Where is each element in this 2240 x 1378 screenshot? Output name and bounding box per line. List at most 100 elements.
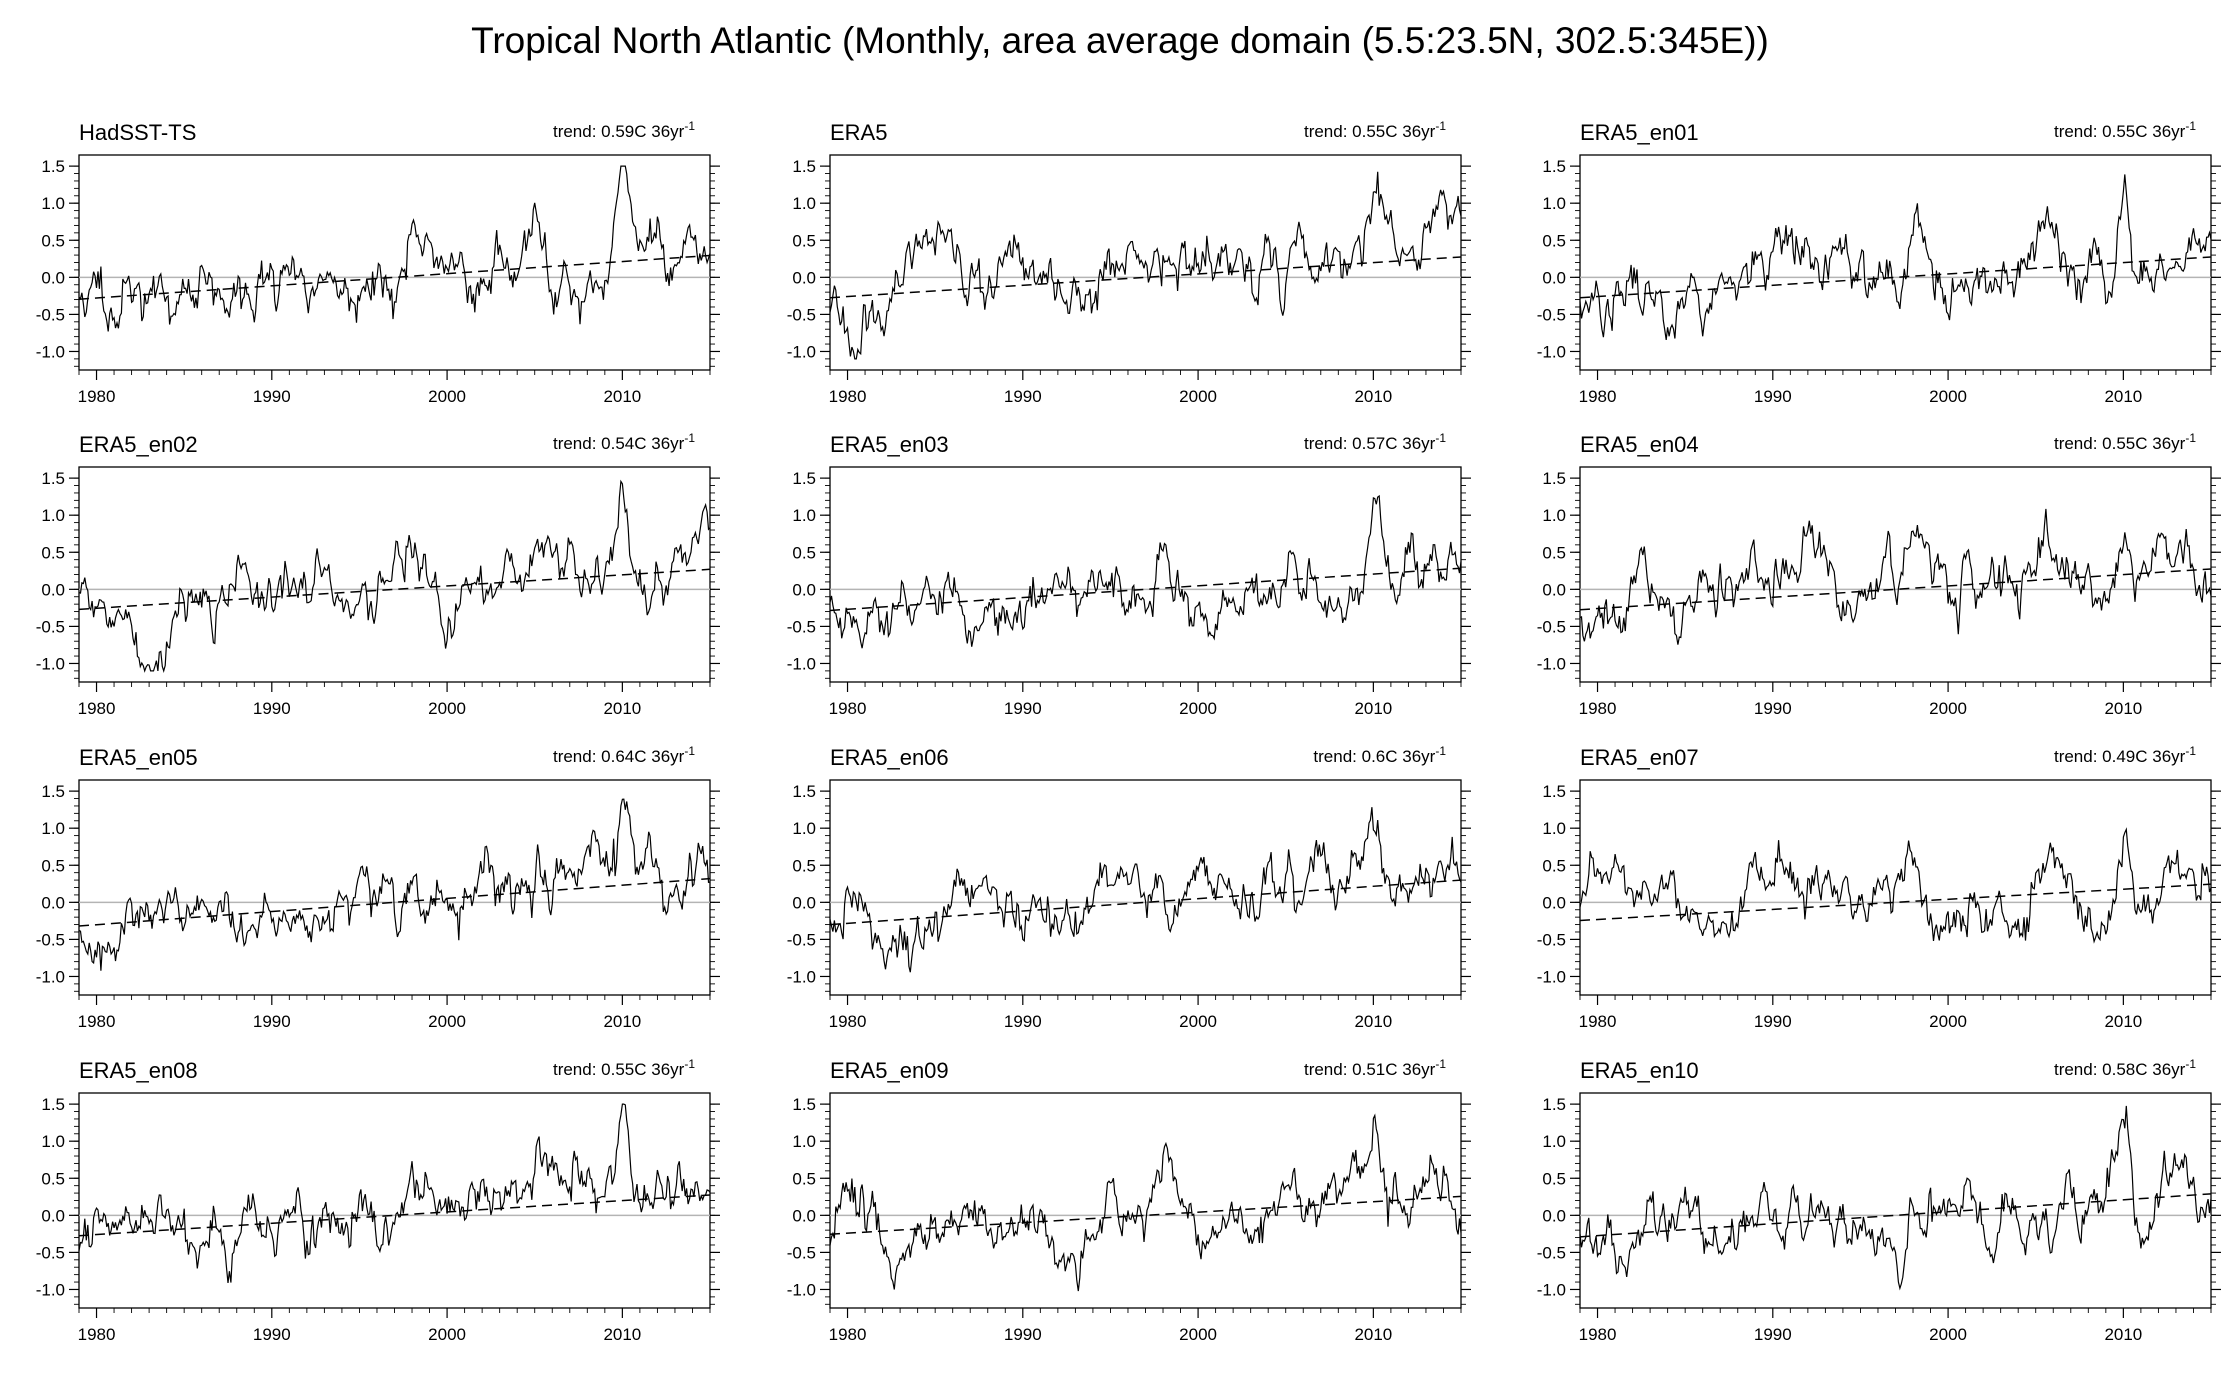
y-tick-label: 1.0 — [792, 194, 816, 213]
trend-exponent: -1 — [1435, 431, 1446, 445]
y-tick-label: 0.0 — [1542, 893, 1566, 912]
y-tick-label: -0.5 — [1537, 930, 1566, 949]
y-tick-label: -0.5 — [787, 1243, 816, 1262]
y-tick-label: 0.5 — [792, 231, 816, 250]
trend-line — [829, 567, 1462, 612]
chart-panel: 1.5 1.0 0.5 0.0 -0.5 -1.0 1980 1990 2000 2010 ERA5… — [787, 1057, 1471, 1344]
y-tick-label: 1.5 — [792, 782, 816, 801]
x-tick-label: 2010 — [2104, 1325, 2142, 1344]
x-tick-label: 2000 — [428, 1012, 466, 1031]
trend-exponent: -1 — [1435, 744, 1446, 758]
y-tick-label: 1.5 — [792, 1095, 816, 1114]
panel-title: ERA5_en07 — [1580, 745, 1699, 770]
x-tick-label: 2010 — [1354, 1012, 1392, 1031]
y-tick-label: -1.0 — [36, 1280, 65, 1299]
trend-annotation: trend: 0.55C 36yr-1 — [553, 1057, 695, 1079]
data-series-line — [1579, 827, 2212, 944]
y-tick-label: -0.5 — [1537, 617, 1566, 636]
y-tick-label: 0.5 — [792, 856, 816, 875]
x-tick-label: 1990 — [1754, 1012, 1792, 1031]
y-tick-label: 1.5 — [41, 1095, 65, 1114]
trend-line — [78, 254, 711, 300]
x-tick-label: 1980 — [78, 1325, 116, 1344]
data-series-line — [829, 1113, 1462, 1292]
y-tick-label: -0.5 — [36, 930, 65, 949]
y-tick-label: 1.0 — [1542, 819, 1566, 838]
trend-exponent: -1 — [2185, 1057, 2196, 1071]
data-series-line — [829, 171, 1462, 360]
y-tick-label: 1.5 — [1542, 469, 1566, 488]
x-tick-label: 1980 — [1579, 699, 1617, 718]
y-tick-label: -1.0 — [36, 654, 65, 673]
trend-annotation: trend: 0.54C 36yr-1 — [553, 431, 695, 453]
y-tick-label: 0.0 — [1542, 268, 1566, 287]
trend-annotation: trend: 0.59C 36yr-1 — [553, 119, 695, 141]
panel-title: ERA5_en06 — [830, 745, 949, 770]
trend-exponent: -1 — [1435, 119, 1446, 133]
x-tick-label: 1980 — [1579, 387, 1617, 406]
y-tick-label: 0.0 — [1542, 580, 1566, 599]
x-tick-label: 1980 — [829, 1325, 867, 1344]
trend-annotation: trend: 0.64C 36yr-1 — [553, 744, 695, 766]
data-series-line — [78, 798, 711, 971]
y-tick-label: -1.0 — [36, 342, 65, 361]
x-tick-label: 1980 — [78, 387, 116, 406]
y-tick-label: 1.5 — [41, 469, 65, 488]
data-series-line — [1579, 174, 2212, 340]
trend-annotation: trend: 0.58C 36yr-1 — [2054, 1057, 2196, 1079]
trend-exponent: -1 — [2185, 744, 2196, 758]
trend-annotation: trend: 0.57C 36yr-1 — [1304, 431, 1446, 453]
y-tick-label: -0.5 — [1537, 1243, 1566, 1262]
plot-frame — [78, 779, 711, 996]
y-tick-label: 0.5 — [792, 1169, 816, 1188]
trend-line — [1579, 1193, 2212, 1238]
x-tick-label: 2010 — [1354, 387, 1392, 406]
y-tick-label: 1.0 — [41, 1132, 65, 1151]
y-tick-label: 0.0 — [792, 268, 816, 287]
y-tick-label: 1.5 — [792, 157, 816, 176]
chart-panel: 1.5 1.0 0.5 0.0 -0.5 -1.0 1980 1990 2000 2010 ERA5… — [36, 744, 720, 1031]
y-tick-label: 0.0 — [41, 580, 65, 599]
y-tick-label: 0.0 — [792, 1206, 816, 1225]
x-tick-label: 1990 — [253, 1012, 291, 1031]
chart-panel: 1.5 1.0 0.5 0.0 -0.5 -1.0 1980 1990 2000 2010 ERA5… — [1537, 1057, 2221, 1344]
chart-panel: 1.5 1.0 0.5 0.0 -0.5 -1.0 1980 1990 2000 2010 ERA5… — [787, 119, 1471, 406]
panel-title: ERA5 — [830, 120, 887, 145]
y-tick-label: 0.5 — [41, 1169, 65, 1188]
figure-title: Tropical North Atlantic (Monthly, area a… — [471, 20, 1769, 61]
x-tick-label: 2010 — [603, 1325, 641, 1344]
y-tick-label: 0.5 — [41, 856, 65, 875]
trend-annotation: trend: 0.55C 36yr-1 — [2054, 119, 2196, 141]
y-tick-label: -1.0 — [787, 654, 816, 673]
y-tick-label: -1.0 — [787, 1280, 816, 1299]
x-tick-label: 1990 — [1004, 387, 1042, 406]
chart-panel: 1.5 1.0 0.5 0.0 -0.5 -1.0 1980 1990 2000 2010 ERA5… — [36, 431, 720, 718]
x-tick-label: 2010 — [1354, 699, 1392, 718]
y-tick-label: 1.0 — [792, 506, 816, 525]
trend-line — [1579, 883, 2212, 922]
y-tick-label: 0.0 — [792, 580, 816, 599]
y-tick-label: -1.0 — [787, 342, 816, 361]
panel-title: ERA5_en03 — [830, 432, 949, 457]
y-tick-label: 1.0 — [1542, 506, 1566, 525]
y-tick-label: -0.5 — [36, 305, 65, 324]
y-tick-label: -1.0 — [1537, 342, 1566, 361]
plot-frame — [78, 466, 711, 683]
panel-title: ERA5_en04 — [1580, 432, 1699, 457]
x-tick-label: 2000 — [1179, 1325, 1217, 1344]
trend-exponent: -1 — [2185, 119, 2196, 133]
x-tick-label: 2000 — [428, 699, 466, 718]
x-tick-label: 1990 — [1004, 1012, 1042, 1031]
data-series-line — [78, 1103, 711, 1283]
trend-exponent: -1 — [684, 119, 695, 133]
trend-line — [78, 1194, 711, 1237]
trend-exponent: -1 — [684, 431, 695, 445]
y-tick-label: -0.5 — [787, 930, 816, 949]
x-tick-label: 2000 — [1179, 1012, 1217, 1031]
x-tick-label: 1990 — [253, 699, 291, 718]
panel-title: HadSST-TS — [79, 120, 196, 145]
x-tick-label: 2000 — [1179, 699, 1217, 718]
x-tick-label: 2010 — [603, 699, 641, 718]
y-tick-label: 1.0 — [792, 1132, 816, 1151]
